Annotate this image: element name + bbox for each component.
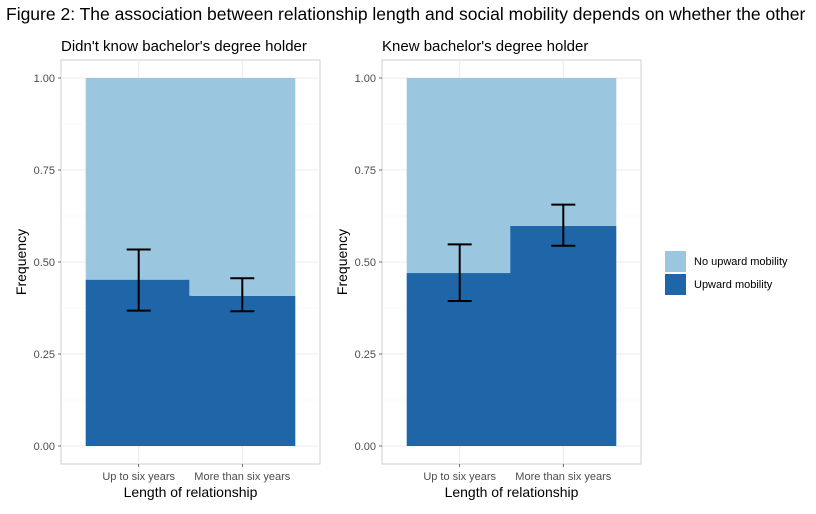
y-tick-label: 0.50 (34, 257, 55, 269)
y-tick-label: 0.75 (34, 165, 55, 177)
y-tick-label: 1.00 (355, 73, 376, 85)
y-tick-label: 0.25 (34, 349, 55, 361)
x-axis-title: Length of relationship (445, 484, 579, 500)
legend-label-upward: Upward mobility (694, 278, 773, 291)
y-axis-title: Frequency (334, 229, 350, 295)
bar-upward-2 (510, 225, 617, 446)
bar-upward-2 (189, 295, 296, 446)
panel-title: Didn't know bachelor's degree holder (61, 38, 307, 55)
legend-item-no-upward: No upward mobility (665, 250, 788, 273)
y-tick-label: 0.00 (34, 441, 55, 453)
bar-no-upward-1 (85, 78, 192, 280)
x-tick-label: Up to six years (102, 471, 175, 483)
legend-swatch-no-upward (665, 251, 686, 272)
y-tick-label: 0.50 (355, 257, 376, 269)
legend-swatch-upward (665, 274, 686, 295)
panel-2: 0.00 0.25 0.50 0.75 1.00 Up to six years More … (334, 38, 642, 500)
legend-item-upward: Upward mobility (665, 273, 788, 296)
error-bar-1 (447, 243, 472, 303)
bar-no-upward-2 (510, 78, 617, 226)
legend-label-no-upward: No upward mobility (694, 255, 788, 268)
x-tick-label: More than six years (194, 471, 290, 483)
y-tick-label: 1.00 (34, 73, 55, 85)
panel-1: 0.00 0.25 0.50 0.75 1.00 Up to six years More … (13, 38, 321, 500)
y-tick-label: 0.25 (355, 349, 376, 361)
bar-no-upward-2 (189, 78, 296, 296)
error-bar-2 (230, 277, 255, 313)
x-tick-label: More than six years (515, 471, 611, 483)
bar-no-upward-1 (406, 78, 513, 274)
figure-title: Figure 2: The association between relati… (6, 4, 806, 24)
error-bar-1 (126, 248, 151, 312)
x-axis-title: Length of relationship (124, 484, 258, 500)
y-axis-title: Frequency (13, 229, 29, 295)
legend: No upward mobility Upward mobility (665, 250, 788, 296)
y-tick-label: 0.00 (355, 441, 376, 453)
y-tick-label: 0.75 (355, 165, 376, 177)
error-bar-2 (551, 203, 576, 247)
x-tick-label: Up to six years (423, 471, 496, 483)
panel-title: Knew bachelor's degree holder (382, 38, 588, 55)
